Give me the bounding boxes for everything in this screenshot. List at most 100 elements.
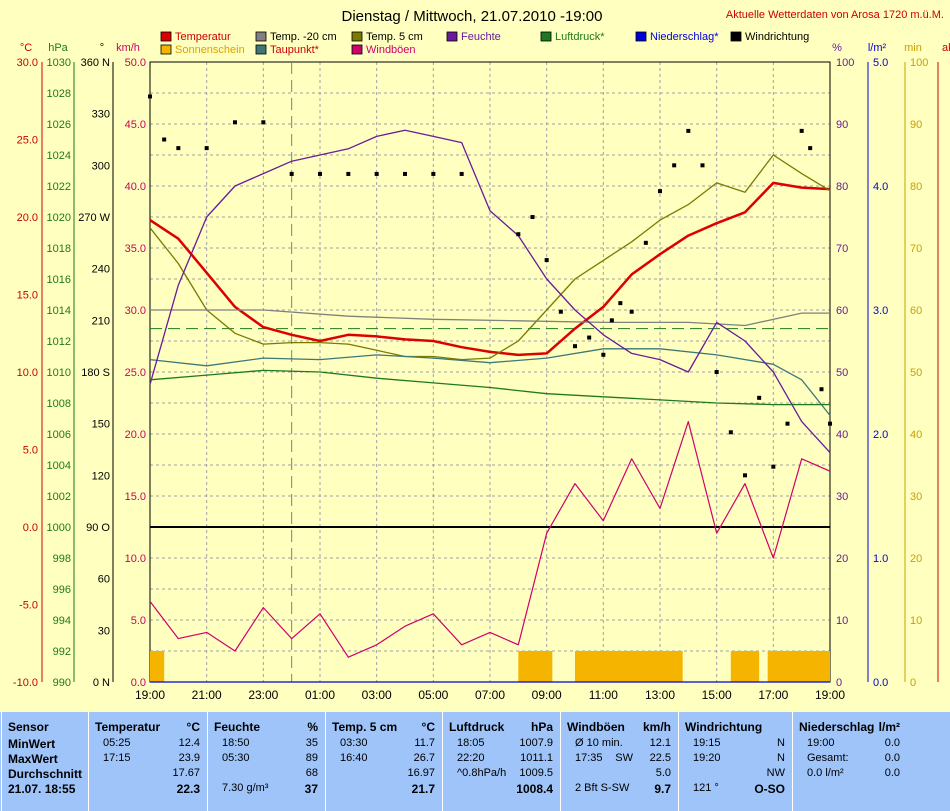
wind-axis-unit: km/h (116, 42, 140, 54)
rain-tick-label: 0.0 (873, 677, 888, 689)
pressure-tick-label: 1002 (47, 491, 71, 503)
legend-label: Luftdruck* (555, 31, 605, 43)
direction-tick-label: 360 N (81, 57, 110, 69)
wind-direction-point (516, 232, 521, 237)
humidity-tick-label: 30 (836, 491, 848, 503)
rain-axis-unit: l/m² (868, 42, 887, 54)
wind-direction-points (148, 94, 832, 478)
wind-direction-point (544, 258, 549, 263)
legend-swatch (160, 31, 172, 42)
x-tick-label: 07:00 (475, 688, 505, 702)
stats-cell-value: 0.0 (884, 737, 900, 749)
sunshine-bar (575, 651, 683, 682)
pressure-tick-label: 990 (53, 677, 71, 689)
stats-cell-label: 121 ° (693, 782, 719, 794)
rain-tick-label: 2.0 (873, 429, 888, 441)
direction-tick-label: 240 (92, 264, 110, 276)
stats-header: Sensor (8, 720, 49, 734)
stats-cell-label: 19:15 (693, 737, 721, 749)
stats-column: Feuchte% 18:50 35 05:30 89 68 7.30 g/m³ 37 (207, 712, 326, 811)
legend-label: Temperatur (175, 31, 231, 43)
stats-cell-value: O-SO (754, 782, 785, 796)
wind-direction-point (204, 146, 209, 151)
stats-cell-label: 18:50 (222, 737, 250, 749)
stats-cell-label: 17:15 (103, 752, 131, 764)
wind-direction-point (374, 171, 379, 176)
stats-cell-value: 37 (304, 782, 318, 796)
direction-tick-label: 210 (92, 315, 110, 327)
stats-cell-label: 16:40 (340, 752, 368, 764)
wind-direction-point (658, 189, 662, 194)
wind-direction-point (558, 309, 563, 314)
wind-direction-point (318, 171, 322, 176)
stats-cell-value: 5.0 (655, 767, 671, 779)
legend-swatch (446, 31, 458, 42)
stats-cell-label: 22:20 (457, 752, 485, 764)
stats-cell-value: 1008.4 (516, 782, 553, 796)
wind-direction-point (587, 335, 592, 340)
legend-swatch (730, 31, 742, 42)
direction-tick-label: 0 N (93, 677, 110, 689)
grid (149, 61, 831, 683)
stats-cell-label: Ø 10 min. (575, 737, 623, 749)
pressure-tick-label: 1016 (47, 274, 71, 286)
stats-cell-value: 22.3 (176, 782, 200, 796)
x-tick-label: 17:00 (758, 688, 788, 702)
sun-tick-label: 50 (910, 367, 922, 379)
temp-tick-label: 20.0 (17, 212, 38, 224)
wind-direction-point (261, 120, 266, 125)
direction-tick-label: 30 (98, 625, 110, 637)
sun-tick-label: 90 (910, 119, 922, 131)
stats-header: Windböen (567, 720, 625, 734)
temp-axis-unit: °C (20, 42, 32, 54)
stats-column: Windböen km/h Ø 10 min. 12.1 17:35 SW 22.5 5.0 2… (560, 712, 679, 811)
stats-header: Temp. 5 cm (332, 720, 398, 734)
stats-cell-label: MinWert (8, 737, 56, 751)
stats-cell-label: 18:05 (457, 737, 485, 749)
sun-tick-label: 20 (910, 553, 922, 565)
wind-tick-label: 35.0 (125, 243, 146, 255)
sun-tick-label: 60 (910, 305, 922, 317)
pressure-tick-label: 1024 (47, 150, 71, 162)
stats-cell-label: Durchschnitt (8, 767, 83, 781)
wind-tick-label: 0.0 (131, 677, 146, 689)
axes: 30.025.020.015.010.05.00.0-5.0-10.010301… (13, 42, 950, 702)
humidity-tick-label: 80 (836, 181, 848, 193)
pressure-tick-label: 994 (53, 615, 71, 627)
humidity-tick-label: 10 (836, 615, 848, 627)
pressure-tick-label: 1008 (47, 398, 71, 410)
stats-cell-label: ^0.8hPa/h (457, 767, 507, 779)
legend-swatch (255, 31, 267, 42)
stats-cell-label: 21.07. 18:55 (8, 782, 76, 796)
pressure-axis-unit: hPa (48, 42, 68, 54)
sun-tick-label: 10 (910, 615, 922, 627)
stats-cell-value: N (777, 752, 785, 764)
humidity-axis-unit: % (832, 42, 842, 54)
legend-swatch (351, 31, 363, 42)
temp-tick-label: 5.0 (23, 445, 38, 457)
chart-title: Dienstag / Mittwoch, 21.07.2010 -19:00 (342, 8, 603, 25)
legend-swatch (540, 31, 552, 42)
rain-tick-label: 3.0 (873, 305, 888, 317)
humidity-tick-label: 70 (836, 243, 848, 255)
x-tick-label: 11:00 (589, 688, 618, 702)
wind-direction-point (672, 163, 677, 168)
wind-direction-point (629, 309, 634, 314)
wind-direction-point (289, 171, 294, 176)
sunshine-bar (730, 651, 760, 682)
wind-direction-point (530, 215, 535, 219)
temp-tick-label: 10.0 (17, 367, 38, 379)
wind-tick-label: 25.0 (125, 367, 146, 379)
stats-cell-value: 22.5 (649, 752, 671, 764)
stats-header: Niederschlag (799, 720, 875, 734)
rain-tick-label: 4.0 (873, 181, 888, 193)
stats-cell-value: 68 (305, 767, 318, 779)
stats-cell-value: 1009.5 (519, 767, 553, 779)
stats-cell-label: 03:30 (340, 737, 368, 749)
direction-axis-unit: ° (100, 42, 104, 54)
x-tick-label: 15:00 (702, 688, 732, 702)
pressure-tick-label: 1014 (47, 305, 71, 317)
series-line-windb-en (149, 421, 831, 658)
stats-cell-label: 05:30 (222, 752, 250, 764)
wind-direction-point (785, 421, 790, 426)
